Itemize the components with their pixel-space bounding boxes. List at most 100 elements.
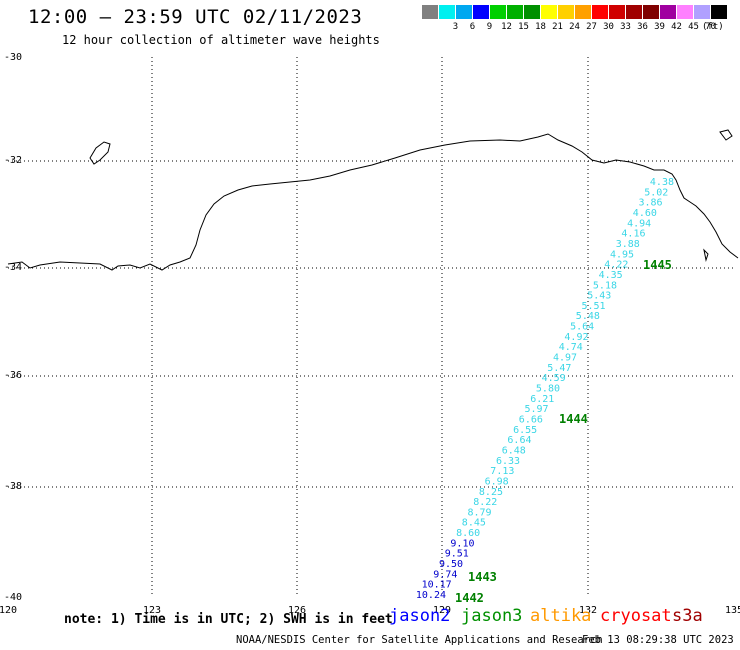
color-scale-label: 3	[452, 22, 459, 32]
swh-value: 6.98	[485, 476, 509, 487]
swh-value: 6.64	[507, 435, 531, 446]
satellite-jason2: jason2	[389, 606, 451, 626]
color-swatch	[609, 5, 626, 19]
swh-value: 5.48	[576, 311, 600, 322]
color-scale-label: 18	[535, 22, 546, 32]
lon-label: 129	[433, 605, 451, 616]
lat-label: -34	[4, 262, 22, 273]
color-swatch	[660, 5, 677, 19]
swh-value: 6.66	[519, 414, 543, 425]
swh-value: 5.18	[593, 280, 617, 291]
pass-time-label: 1444	[559, 412, 588, 426]
color-scale-label: 39	[654, 22, 665, 32]
lon-label: 126	[288, 605, 306, 616]
swh-value: 5.80	[536, 384, 560, 395]
satellite-jason3: jason3	[461, 606, 523, 626]
swh-value: 7.13	[490, 466, 514, 477]
lat-label: -32	[4, 155, 22, 166]
satellite-s3a: s3a	[672, 606, 703, 626]
footer-timestamp: Feb 13 08:29:38 UTC 2023	[582, 634, 734, 646]
color-swatch	[422, 5, 439, 19]
island-outline	[703, 248, 709, 262]
color-swatch	[541, 5, 558, 19]
color-swatch	[507, 5, 524, 19]
color-scale-label: 12	[501, 22, 512, 32]
pass-time-label: 1443	[468, 570, 497, 584]
swh-value: 6.55	[513, 425, 537, 436]
map-subtitle: 12 hour collection of altimeter wave hei…	[62, 33, 380, 47]
color-scale-label: 45	[688, 22, 699, 32]
color-swatch	[643, 5, 660, 19]
color-scale-label: 70	[705, 22, 716, 32]
swh-value: 4.38	[650, 177, 674, 188]
swh-value: 5.51	[582, 301, 606, 312]
swh-value: 4.94	[627, 218, 651, 229]
swh-value: 4.59	[542, 373, 566, 384]
swh-value: 8.45	[462, 518, 486, 529]
swh-value: 5.47	[547, 363, 571, 374]
swh-value: 5.64	[570, 322, 594, 333]
color-scale-label: 15	[518, 22, 529, 32]
swh-value: 6.33	[496, 456, 520, 467]
map-title: 12:00 – 23:59 UTC 02/11/2023	[28, 6, 363, 28]
swh-value: 6.48	[502, 445, 526, 456]
color-scale-label: 21	[552, 22, 563, 32]
color-swatch	[626, 5, 643, 19]
swh-value: 4.35	[599, 270, 623, 281]
swh-value: 9.74	[433, 569, 457, 580]
color-scale-label: 42	[671, 22, 682, 32]
swh-value: 8.25	[479, 487, 503, 498]
pass-time-label: 1442	[455, 591, 484, 605]
lat-label: -38	[4, 481, 22, 492]
lat-label: -36	[4, 370, 22, 381]
swh-value: 9.51	[445, 549, 469, 560]
swh-value: 3.88	[616, 239, 640, 250]
color-swatch	[677, 5, 694, 19]
swh-value: 4.60	[633, 208, 657, 219]
color-scale-label: 36	[637, 22, 648, 32]
footer-credit: NOAA/NESDIS Center for Satellite Applica…	[236, 634, 603, 646]
swh-value: 4.74	[559, 342, 583, 353]
color-swatch	[711, 5, 728, 19]
color-scale-label: 24	[569, 22, 580, 32]
color-scale-unit: (ft)	[702, 22, 724, 32]
color-swatch	[490, 5, 507, 19]
satellite-track: 4.385.023.864.604.944.163.884.954.224.35…	[416, 177, 674, 605]
axis-labels: 120 123 126 129 132 135 -30 -32 -34 -36 -38 -40	[0, 52, 740, 616]
color-swatch	[558, 5, 575, 19]
lat-lon-grid	[8, 57, 736, 597]
swh-value: 5.97	[525, 404, 549, 415]
swh-value: 4.92	[564, 332, 588, 343]
color-swatch	[439, 5, 456, 19]
satellite-cryosat: cryosat	[600, 606, 672, 626]
color-scale-label: 33	[620, 22, 631, 32]
satellite-altika: altika	[530, 606, 592, 626]
color-swatch	[524, 5, 541, 19]
swh-value: 5.43	[587, 291, 611, 302]
color-swatch	[473, 5, 490, 19]
color-scale-label: 6	[469, 22, 476, 32]
australia-coastline	[7, 133, 739, 271]
color-scale-label: 9	[486, 22, 493, 32]
color-swatch	[694, 5, 711, 19]
swh-value: 10.24	[416, 590, 446, 601]
lon-label: 120	[0, 605, 17, 616]
swh-value: 8.60	[456, 528, 480, 539]
lon-label: 132	[579, 605, 597, 616]
color-scale-label: 27	[586, 22, 597, 32]
swh-value: 4.22	[604, 260, 628, 271]
swh-value: 10.17	[422, 580, 452, 591]
lon-label: 123	[143, 605, 161, 616]
color-swatch	[592, 5, 609, 19]
swh-value: 9.10	[450, 538, 474, 549]
color-swatch	[456, 5, 473, 19]
swh-value: 6.21	[530, 394, 554, 405]
swh-value: 9.50	[439, 559, 463, 570]
color-scale-label: 30	[603, 22, 614, 32]
lon-label: 135	[725, 605, 740, 616]
swh-value: 4.95	[610, 249, 634, 260]
swh-value: 5.02	[644, 187, 668, 198]
pass-time-label: 1445	[643, 258, 672, 272]
island-outline	[719, 129, 733, 141]
swh-value: 3.86	[639, 198, 663, 209]
